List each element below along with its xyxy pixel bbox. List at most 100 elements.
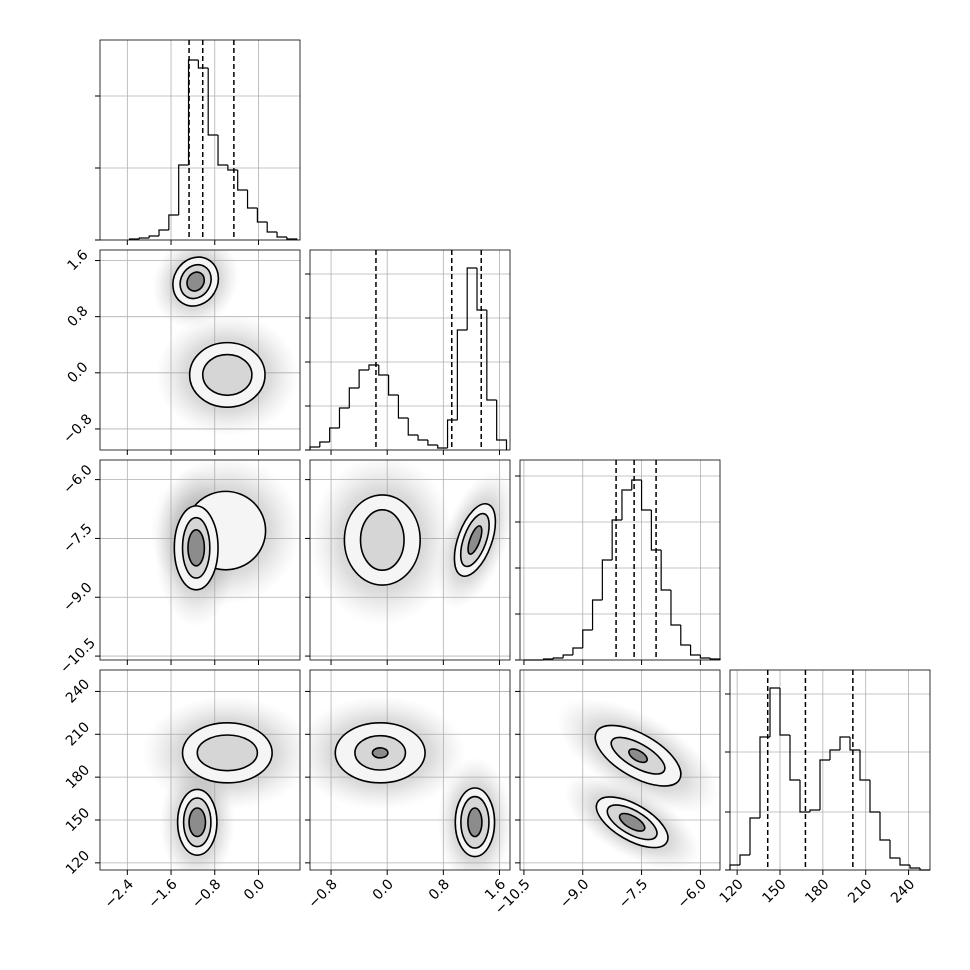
x-tick-label: 180 xyxy=(802,876,832,906)
x-tick-label: −0.8 xyxy=(189,876,224,911)
histogram-bin xyxy=(660,550,671,591)
panel-frame xyxy=(99,669,301,871)
histogram-bin xyxy=(246,190,258,209)
histogram-bin xyxy=(640,480,652,511)
y-tick-label: 240 xyxy=(63,676,93,706)
histogram-bin xyxy=(729,864,740,870)
histogram-bin xyxy=(749,817,760,855)
histogram-bin xyxy=(476,268,487,311)
histogram-bin xyxy=(456,329,468,420)
panel-frame xyxy=(519,459,721,661)
density-panel xyxy=(556,698,720,870)
histogram-bin xyxy=(869,780,880,813)
histogram-bin xyxy=(168,214,179,230)
histogram-bin xyxy=(799,780,810,813)
histogram-bin xyxy=(197,60,209,69)
density-panel xyxy=(310,460,510,626)
histogram-bin xyxy=(397,395,409,419)
contour xyxy=(359,509,405,571)
histogram-bin xyxy=(829,749,840,760)
histogram-bin xyxy=(650,510,662,551)
histogram-bin xyxy=(178,164,189,215)
contour xyxy=(187,529,206,567)
y-tick-label: 0.0 xyxy=(64,359,91,386)
histogram-bin xyxy=(899,858,910,866)
histogram-bin xyxy=(158,229,169,236)
histogram-bin xyxy=(187,59,199,165)
y-tick-label: 150 xyxy=(63,805,93,835)
histogram-bin xyxy=(552,657,564,659)
contour xyxy=(186,271,206,292)
histogram-bin xyxy=(699,655,711,659)
histogram-bin xyxy=(348,387,360,408)
histogram-bin xyxy=(237,170,248,191)
panel-frame xyxy=(99,39,301,241)
histogram-bin xyxy=(769,687,780,737)
y-tick-label: 210 xyxy=(63,719,93,749)
histogram-bin xyxy=(779,688,790,736)
panel-frame xyxy=(519,669,721,871)
panel-frame xyxy=(99,249,301,451)
y-tick-label: 180 xyxy=(63,762,93,792)
histogram-bin xyxy=(227,165,238,171)
histogram-bin xyxy=(889,840,900,859)
histogram-bin xyxy=(809,809,820,812)
density-panel xyxy=(142,695,300,870)
histogram-bin xyxy=(358,369,369,388)
contour xyxy=(188,807,207,838)
histogram-bin xyxy=(437,445,448,449)
contour xyxy=(618,812,646,832)
y-tick-label: −6.0 xyxy=(60,462,95,497)
histogram-bin xyxy=(670,590,681,626)
density-panel xyxy=(149,460,300,628)
contour xyxy=(371,747,389,759)
histogram xyxy=(729,687,930,871)
density-panel xyxy=(152,250,299,437)
x-tick-label: 240 xyxy=(888,876,918,906)
histogram-bin xyxy=(446,419,458,448)
panel-frame xyxy=(309,669,511,871)
histogram-bin xyxy=(319,441,330,447)
x-tick-label: −0.8 xyxy=(305,876,340,911)
histogram-bin xyxy=(689,645,701,656)
histogram-bin xyxy=(256,208,268,223)
histogram-bin xyxy=(621,489,632,520)
contour xyxy=(467,807,483,838)
contour xyxy=(196,734,259,772)
x-tick-label: −6.0 xyxy=(675,876,710,911)
histogram-bin xyxy=(217,135,228,166)
histogram xyxy=(128,59,298,240)
histogram-bin xyxy=(309,446,320,450)
y-tick-label: −7.5 xyxy=(60,521,95,556)
panel-frame xyxy=(309,459,511,661)
x-tick-label: −2.4 xyxy=(102,876,137,911)
histogram-bin xyxy=(572,647,583,655)
y-tick-label: −10.5 xyxy=(57,635,99,677)
histogram-bin xyxy=(601,559,613,600)
panel-frame xyxy=(729,669,931,871)
x-tick-label: 120 xyxy=(717,876,747,906)
x-tick-label: −7.5 xyxy=(616,876,651,911)
x-tick-label: 210 xyxy=(845,876,875,906)
density-panel xyxy=(310,695,510,870)
histogram-bin xyxy=(148,235,160,238)
histogram-bin xyxy=(562,654,573,658)
panel-frame xyxy=(309,249,511,451)
histogram-bin xyxy=(759,736,770,818)
histogram-bin xyxy=(879,812,890,841)
x-tick-label: −1.6 xyxy=(145,876,180,911)
histogram-bin xyxy=(276,232,287,238)
x-tick-label: 0.8 xyxy=(426,876,453,903)
histogram-bin xyxy=(387,375,399,396)
histogram-bin xyxy=(591,599,603,630)
histogram-bin xyxy=(611,519,622,560)
histogram-bin xyxy=(859,750,870,781)
y-tick-label: −9.0 xyxy=(60,580,95,615)
histogram-bin xyxy=(631,479,642,490)
panel-frame xyxy=(99,459,301,661)
x-tick-label: 0.0 xyxy=(370,876,397,903)
x-tick-label: 150 xyxy=(759,876,789,906)
contour xyxy=(201,353,253,397)
histogram-bin xyxy=(329,427,340,442)
